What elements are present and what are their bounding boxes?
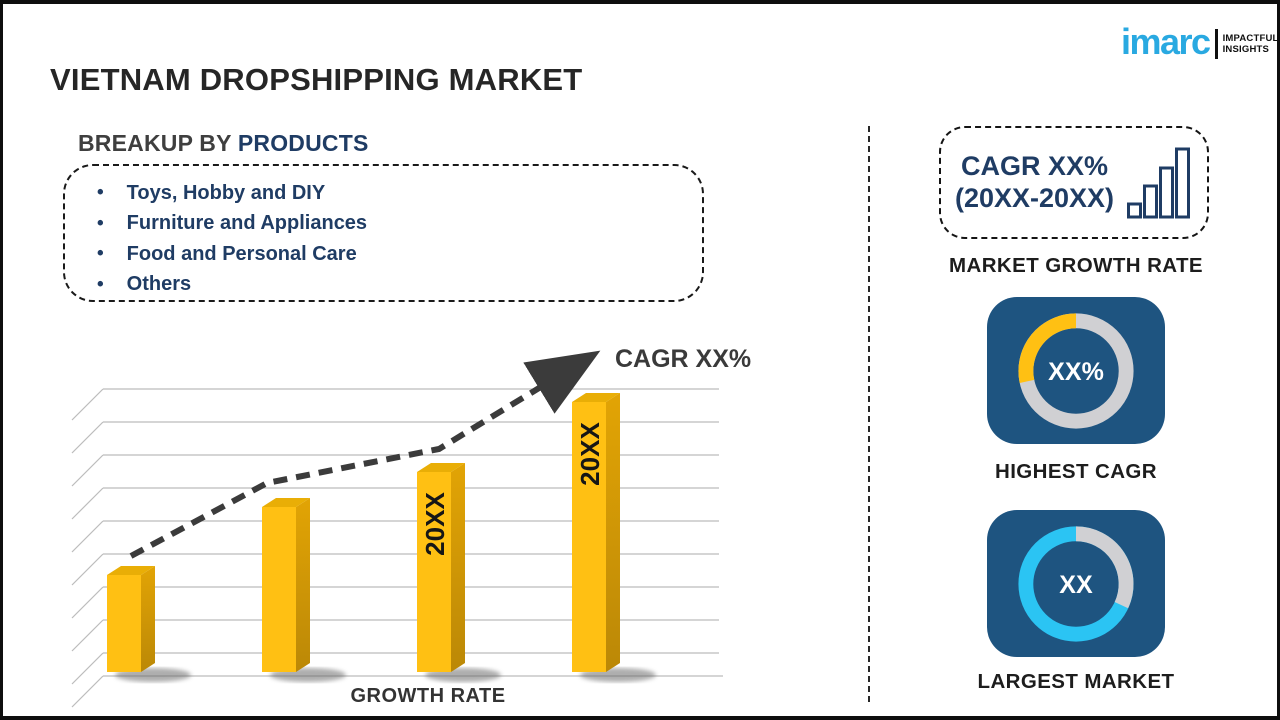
donut-ring-highlight (1018, 312, 1077, 383)
bullet-icon: • (97, 273, 104, 295)
logo-tagline-line2: INSIGHTS (1222, 44, 1270, 55)
svg-text:20XX: 20XX (420, 492, 450, 556)
products-list: • Toys, Hobby and DIY • Furniture and Appl… (65, 178, 702, 300)
list-item: • Others (97, 270, 702, 301)
donut-ring-remainder (1075, 525, 1134, 608)
bullet-icon: • (97, 243, 104, 265)
list-item-label: Toys, Hobby and DIY (126, 181, 326, 204)
trend-arrow (129, 350, 601, 559)
largest-market-value: XX (1059, 570, 1093, 598)
list-item-label: Furniture and Appliances (126, 212, 368, 235)
market-growth-rate-box: CAGR XX% (20XX-20XX) (939, 126, 1209, 239)
imarc-logo-text: imarc (1121, 21, 1211, 62)
highest-cagr-caption: HIGHEST CAGR (995, 460, 1157, 483)
svg-text:20XX: 20XX (575, 422, 605, 486)
market-growth-rate-caption: MARKET GROWTH RATE (949, 254, 1203, 277)
right-panel: CAGR XX% (20XX-20XX) MARKET GROWTH RATE … (869, 4, 1277, 716)
cagr-box-text: CAGR XX% (20XX-20XX) (955, 151, 1114, 213)
largest-market-donut: XX (1018, 525, 1134, 642)
list-item: • Food and Personal Care (97, 239, 702, 270)
x-axis-label: GROWTH RATE (350, 685, 505, 707)
list-item: • Furniture and Appliances (97, 209, 702, 240)
highest-cagr-donut: XX% (1018, 312, 1134, 429)
cagr-period: (20XX-20XX) (954, 182, 1115, 213)
chart-bars: 20XX 20XX (107, 393, 656, 682)
breakup-section-heading: BREAKUP BY PRODUCTS (78, 130, 369, 157)
list-item-label: Food and Personal Care (126, 242, 357, 265)
ascending-bars-icon (1127, 147, 1191, 218)
list-item-label: Others (126, 273, 192, 296)
logo-tagline: IMPACTFUL INSIGHTS (1222, 32, 1279, 56)
heading-highlight: PRODUCTS (237, 130, 369, 156)
section-divider (868, 126, 870, 702)
largest-market-caption: LARGEST MARKET (977, 670, 1175, 693)
chart-gridlines (71, 388, 723, 708)
page-title: VIETNAM DROPSHIPPING MARKET (50, 62, 583, 97)
heading-prefix: BREAKUP BY (78, 130, 238, 156)
highest-cagr-card: XX% (987, 297, 1165, 444)
growth-bar-chart: 20XX 20XX CAGR XX% GROWTH RATE (71, 345, 751, 708)
bullet-icon: • (97, 212, 104, 234)
imarc-logo: imarc IMPACTFUL INSIGHTS (1121, 21, 1279, 62)
cagr-value: CAGR XX% (960, 151, 1108, 182)
logo-tagline-line1: IMPACTFUL (1222, 32, 1279, 44)
cagr-annotation: CAGR XX% (615, 345, 751, 373)
largest-market-card: XX (987, 510, 1165, 657)
highest-cagr-value: XX% (1048, 357, 1104, 385)
list-item: • Toys, Hobby and DIY (97, 178, 702, 209)
products-list-box: • Toys, Hobby and DIY • Furniture and Appl… (63, 164, 704, 302)
bullet-icon: • (97, 182, 104, 204)
logo-divider-bar (1214, 29, 1218, 59)
